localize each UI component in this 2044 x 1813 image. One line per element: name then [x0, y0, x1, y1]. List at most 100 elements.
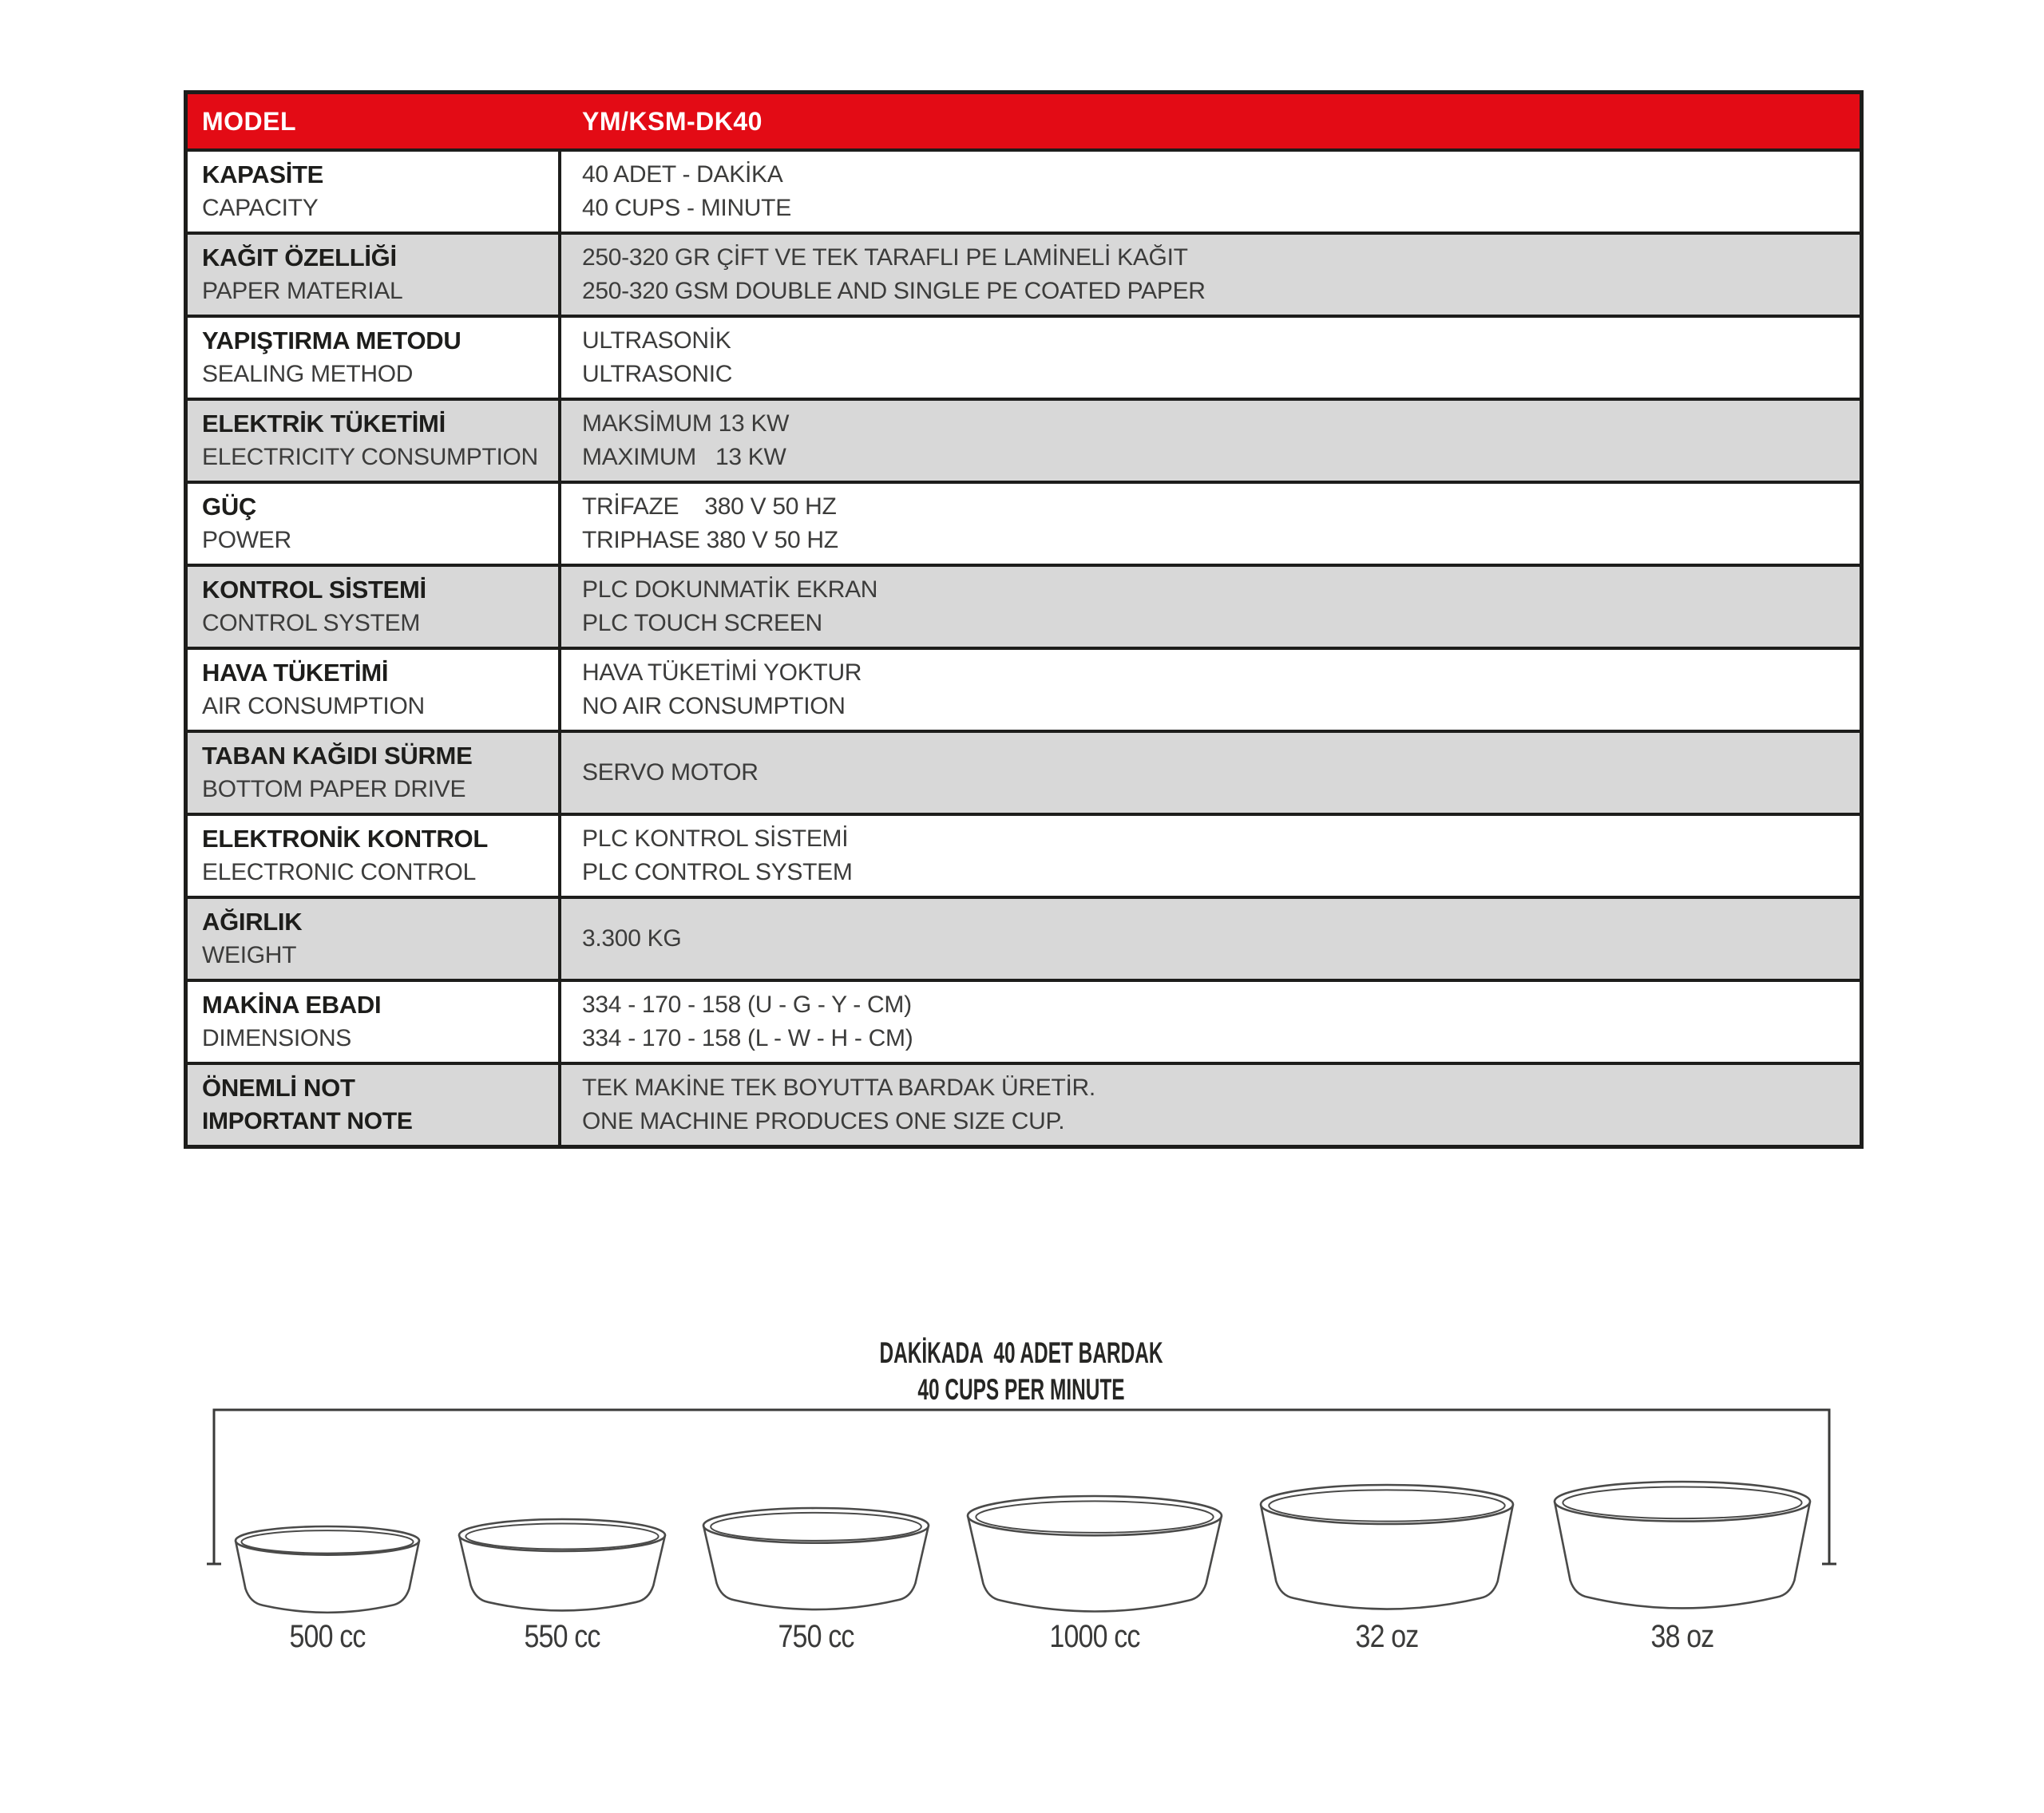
header-model-value: YM/KSM-DK40	[582, 106, 763, 136]
row-label-english: SEALING METHOD	[202, 361, 414, 387]
row-value-line: MAXIMUM 13 KW	[582, 444, 786, 470]
row-label-english: ELECTRICITY CONSUMPTION	[202, 444, 538, 470]
row-label-turkish: ELEKTRİK TÜKETİMİ	[202, 410, 446, 437]
row-label-turkish: KAĞIT ÖZELLİĞİ	[202, 243, 397, 271]
row-label-english: PAPER MATERIAL	[202, 278, 403, 304]
row-label-cell: KONTROL SİSTEMİ CONTROL SYSTEM	[188, 567, 561, 647]
caption-line-turkish: DAKİKADA 40 ADET BARDAK	[879, 1336, 1163, 1369]
row-label-turkish: ÖNEMLİ NOT	[202, 1074, 355, 1102]
cup-body	[1259, 1504, 1515, 1610]
row-value-cell: PLC KONTROL SİSTEMİ PLC CONTROL SYSTEM	[561, 816, 1860, 896]
cup-rim-outer	[966, 1494, 1223, 1537]
row-value-cell: 3.300 KG	[561, 899, 1860, 979]
row-label-english: WEIGHT	[202, 942, 297, 968]
cup-body	[966, 1515, 1223, 1613]
row-label-turkish: GÜÇ	[202, 493, 256, 521]
spec-rows: KAPASİTE CAPACITY 40 ADET - DAKİKA 40 CUPS …	[188, 148, 1860, 1145]
row-label-cell: YAPIŞTIRMA METODU SEALING METHOD	[188, 318, 561, 398]
row-value-line: 40 ADET - DAKİKA	[582, 161, 783, 188]
cup-rim-inner	[975, 1500, 1214, 1534]
row-value-line: 250-320 GR ÇİFT VE TEK TARAFLI PE LAMİNE…	[582, 244, 1188, 271]
cup-body	[702, 1525, 930, 1611]
table-row: ÖNEMLİ NOT IMPORTANT NOTE TEK MAKİNE TEK B…	[188, 1062, 1860, 1145]
row-label-english: BOTTOM PAPER DRIVE	[202, 776, 466, 802]
row-label-english: POWER	[202, 527, 291, 553]
row-value-line: 40 CUPS - MINUTE	[582, 195, 791, 221]
row-label-cell: ÖNEMLİ NOT IMPORTANT NOTE	[188, 1065, 561, 1145]
row-label-cell: ELEKTRONİK KONTROL ELECTRONIC CONTROL	[188, 816, 561, 896]
cup-outline	[1553, 1480, 1812, 1609]
cup-rim-outer	[1553, 1480, 1812, 1522]
row-label-english: CONTROL SYSTEM	[202, 610, 421, 636]
spec-table: MODEL YM/KSM-DK40 KAPASİTE CAPACITY 40 ADE…	[184, 90, 1864, 1149]
row-value-cell: ULTRASONİK ULTRASONIC	[561, 318, 1860, 398]
cup-size-label: 550 cc	[524, 1619, 600, 1654]
row-value-line: TRIPHASE 380 V 50 HZ	[582, 527, 838, 553]
table-row: AĞIRLIK WEIGHT 3.300 KG	[188, 896, 1860, 979]
cup-size-label: 500 cc	[289, 1619, 366, 1654]
row-label-english: DIMENSIONS	[202, 1025, 352, 1051]
cup-rim-inner	[1268, 1489, 1506, 1522]
diagram-caption: DAKİKADA 40 ADET BARDAK 40 CUPS PER MINU…	[837, 1335, 1206, 1408]
table-row: YAPIŞTIRMA METODU SEALING METHOD ULTRASONİ…	[188, 315, 1860, 398]
row-value-line: TEK MAKİNE TEK BOYUTTA BARDAK ÜRETİR.	[582, 1075, 1095, 1101]
row-label-turkish: YAPIŞTIRMA METODU	[202, 327, 461, 354]
cup-rim-outer	[702, 1506, 930, 1545]
row-value-line: TRİFAZE 380 V 50 HZ	[582, 493, 837, 520]
cup-rim-outer	[234, 1525, 421, 1556]
row-label-english: CAPACITY	[202, 195, 319, 221]
row-value-line: NO AIR CONSUMPTION	[582, 693, 846, 719]
cup-body	[458, 1534, 667, 1612]
table-row: HAVA TÜKETİMİ AIR CONSUMPTION HAVA TÜKETİM…	[188, 647, 1860, 730]
row-label-cell: AĞIRLIK WEIGHT	[188, 899, 561, 979]
cup-body	[234, 1540, 421, 1614]
cup-rim-inner	[240, 1530, 414, 1554]
row-label-cell: TABAN KAĞIDI SÜRME BOTTOM PAPER DRIVE	[188, 733, 561, 813]
row-label-cell: KAPASİTE CAPACITY	[188, 152, 561, 232]
row-label-cell: GÜÇ POWER	[188, 484, 561, 564]
row-value-cell: MAKSİMUM 13 KW MAXIMUM 13 KW	[561, 401, 1860, 481]
table-row: MAKİNA EBADI DIMENSIONS 334 - 170 - 158 (U…	[188, 979, 1860, 1062]
row-label-cell: KAĞIT ÖZELLİĞİ PAPER MATERIAL	[188, 235, 561, 315]
table-row: ELEKTRİK TÜKETİMİ ELECTRICITY CONSUMPTION…	[188, 398, 1860, 481]
row-label-turkish: HAVA TÜKETİMİ	[202, 659, 389, 687]
row-value-cell: PLC DOKUNMATİK EKRAN PLC TOUCH SCREEN	[561, 567, 1860, 647]
cup-outline	[702, 1506, 930, 1611]
row-value-line: MAKSİMUM 13 KW	[582, 410, 790, 437]
caption-line-english: 40 CUPS PER MINUTE	[917, 1373, 1125, 1406]
row-value-line: PLC KONTROL SİSTEMİ	[582, 825, 849, 852]
cup-rim-inner	[710, 1511, 922, 1542]
row-value-line: SERVO MOTOR	[582, 759, 759, 786]
row-label-english: IMPORTANT NOTE	[202, 1108, 413, 1134]
row-value-cell: HAVA TÜKETİMİ YOKTUR NO AIR CONSUMPTION	[561, 650, 1860, 730]
cup-outline	[234, 1525, 421, 1614]
row-label-english: ELECTRONIC CONTROL	[202, 859, 476, 885]
table-row: KAĞIT ÖZELLİĞİ PAPER MATERIAL 250-320 GR Ç…	[188, 232, 1860, 315]
cup-rim-outer	[1259, 1483, 1515, 1526]
row-value-line: ONE MACHINE PRODUCES ONE SIZE CUP.	[582, 1108, 1065, 1134]
row-value-cell: 334 - 170 - 158 (U - G - Y - CM) 334 - 17…	[561, 982, 1860, 1062]
cup-size-label: 32 oz	[1355, 1619, 1420, 1654]
row-value-line: ULTRASONİK	[582, 327, 731, 354]
row-label-cell: ELEKTRİK TÜKETİMİ ELECTRICITY CONSUMPTION	[188, 401, 561, 481]
row-value-line: HAVA TÜKETİMİ YOKTUR	[582, 659, 862, 686]
table-row: ELEKTRONİK KONTROL ELECTRONIC CONTROL PLC …	[188, 813, 1860, 896]
row-value-line: 334 - 170 - 158 (L - W - H - CM)	[582, 1025, 913, 1051]
row-value-cell: TRİFAZE 380 V 50 HZ TRIPHASE 380 V 50 HZ	[561, 484, 1860, 564]
row-value-line: PLC CONTROL SYSTEM	[582, 859, 853, 885]
row-value-line: 250-320 GSM DOUBLE AND SINGLE PE COATED …	[582, 278, 1206, 304]
cup-body	[1553, 1501, 1812, 1609]
row-label-turkish: ELEKTRONİK KONTROL	[202, 825, 488, 853]
row-label-turkish: KONTROL SİSTEMİ	[202, 576, 426, 604]
table-row: KAPASİTE CAPACITY 40 ADET - DAKİKA 40 CUPS …	[188, 148, 1860, 232]
cup-size-label: 750 cc	[778, 1619, 854, 1654]
row-value-line: ULTRASONIC	[582, 361, 733, 387]
row-label-cell: HAVA TÜKETİMİ AIR CONSUMPTION	[188, 650, 561, 730]
header-model-label: MODEL	[202, 106, 297, 136]
capacity-bracket	[207, 1408, 1836, 1566]
table-row: GÜÇ POWER TRİFAZE 380 V 50 HZ TRIPHASE 380 …	[188, 481, 1860, 564]
cup-outline	[966, 1494, 1223, 1613]
row-label-english: AIR CONSUMPTION	[202, 693, 425, 719]
